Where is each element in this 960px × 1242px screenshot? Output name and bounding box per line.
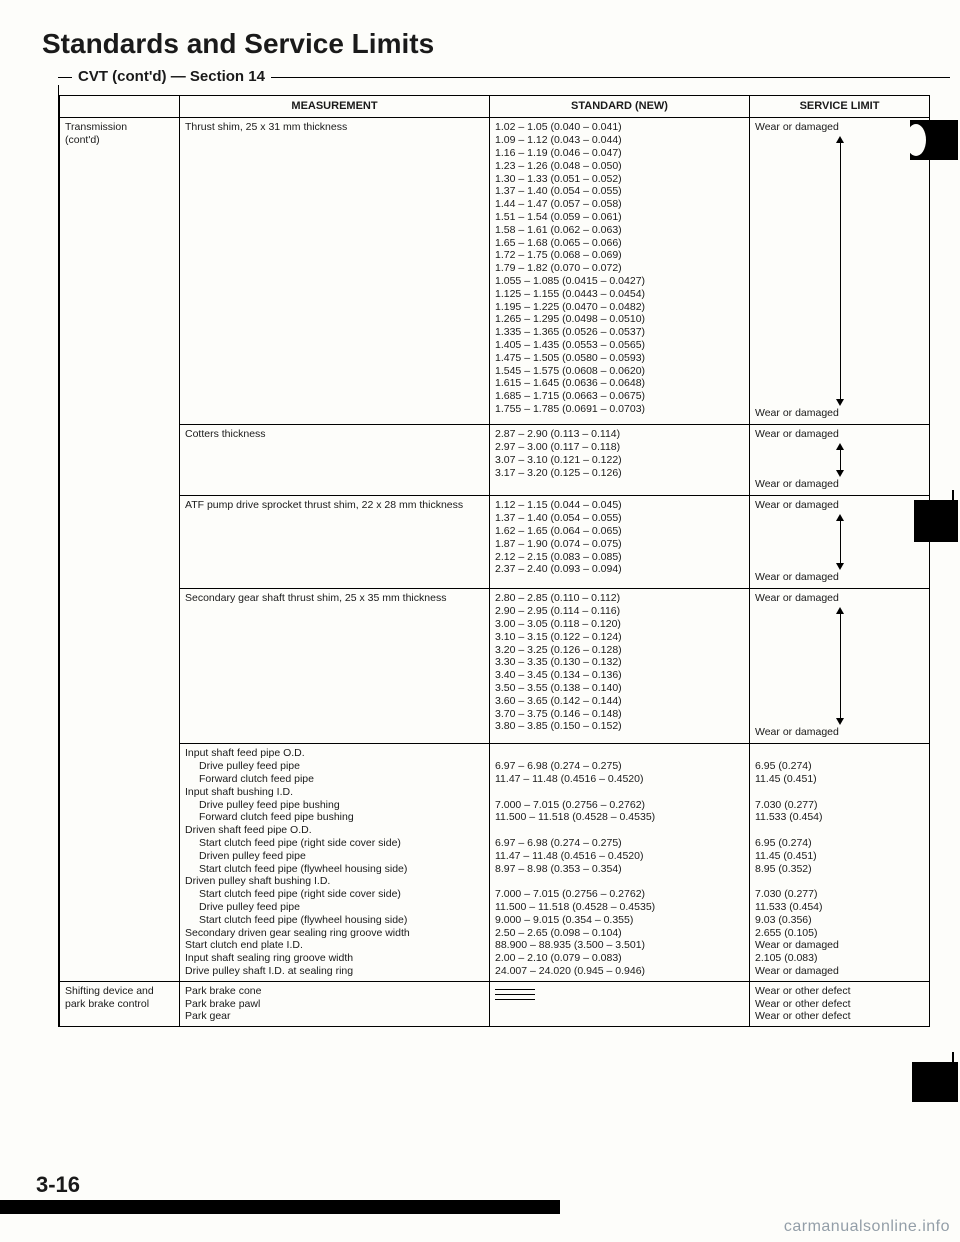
group-label-cell: Shifting device and park brake control bbox=[60, 981, 180, 1026]
th-measurement: MEASUREMENT bbox=[180, 96, 490, 118]
margin-mark-icon bbox=[912, 1062, 958, 1102]
table-row: Cotters thickness2.87 – 2.90 (0.113 – 0.… bbox=[60, 425, 930, 496]
page-title: Standards and Service Limits bbox=[42, 28, 950, 60]
th-standard: STANDARD (NEW) bbox=[490, 96, 750, 118]
standard-cell: 1.02 – 1.05 (0.040 – 0.041) 1.09 – 1.12 … bbox=[490, 118, 750, 425]
service-limit-cell: Wear or damagedWear or damaged bbox=[750, 425, 930, 496]
margin-mark-icon bbox=[910, 120, 958, 160]
measurement-cell: ATF pump drive sprocket thrust shim, 22 … bbox=[180, 496, 490, 589]
page-number: 3-16 bbox=[36, 1172, 80, 1198]
service-limit-cell: Wear or other defect Wear or other defec… bbox=[750, 981, 930, 1026]
measurement-cell: Thrust shim, 25 x 31 mm thickness bbox=[180, 118, 490, 425]
table-row: Shifting device and park brake controlPa… bbox=[60, 981, 930, 1026]
th-service-limit: SERVICE LIMIT bbox=[750, 96, 930, 118]
standard-cell bbox=[490, 981, 750, 1026]
table-row: ATF pump drive sprocket thrust shim, 22 … bbox=[60, 496, 930, 589]
watermark: carmanualsonline.info bbox=[784, 1218, 950, 1236]
measurement-cell: Park brake cone Park brake pawl Park gea… bbox=[180, 981, 490, 1026]
service-limit-cell: Wear or damagedWear or damaged bbox=[750, 496, 930, 589]
measurement-cell: Cotters thickness bbox=[180, 425, 490, 496]
standard-cell: 6.97 – 6.98 (0.274 – 0.275)11.47 – 11.48… bbox=[490, 744, 750, 981]
standard-cell: 1.12 – 1.15 (0.044 – 0.045) 1.37 – 1.40 … bbox=[490, 496, 750, 589]
service-limit-cell: Wear or damagedWear or damaged bbox=[750, 118, 930, 425]
margin-mark-icon bbox=[914, 500, 958, 542]
table-row: Transmission (cont'd)Thrust shim, 25 x 3… bbox=[60, 118, 930, 425]
service-limit-cell: 6.95 (0.274)11.45 (0.451) 7.030 (0.277)1… bbox=[750, 744, 930, 981]
spec-table: MEASUREMENT STANDARD (NEW) SERVICE LIMIT… bbox=[59, 95, 930, 1027]
table-row: Secondary gear shaft thrust shim, 25 x 3… bbox=[60, 589, 930, 744]
section-header: CVT (cont'd) — Section 14 bbox=[58, 68, 950, 85]
section-label: CVT (cont'd) — Section 14 bbox=[72, 68, 271, 85]
bottom-bar bbox=[0, 1200, 560, 1214]
table-row: Input shaft feed pipe O.D.Drive pulley f… bbox=[60, 744, 930, 981]
service-limit-cell: Wear or damagedWear or damaged bbox=[750, 589, 930, 744]
measurement-cell: Secondary gear shaft thrust shim, 25 x 3… bbox=[180, 589, 490, 744]
measurement-cell: Input shaft feed pipe O.D.Drive pulley f… bbox=[180, 744, 490, 981]
standard-cell: 2.87 – 2.90 (0.113 – 0.114) 2.97 – 3.00 … bbox=[490, 425, 750, 496]
standard-cell: 2.80 – 2.85 (0.110 – 0.112) 2.90 – 2.95 … bbox=[490, 589, 750, 744]
th-blank bbox=[60, 96, 180, 118]
group-label-cell: Transmission (cont'd) bbox=[60, 118, 180, 981]
table-header-row: MEASUREMENT STANDARD (NEW) SERVICE LIMIT bbox=[60, 96, 930, 118]
